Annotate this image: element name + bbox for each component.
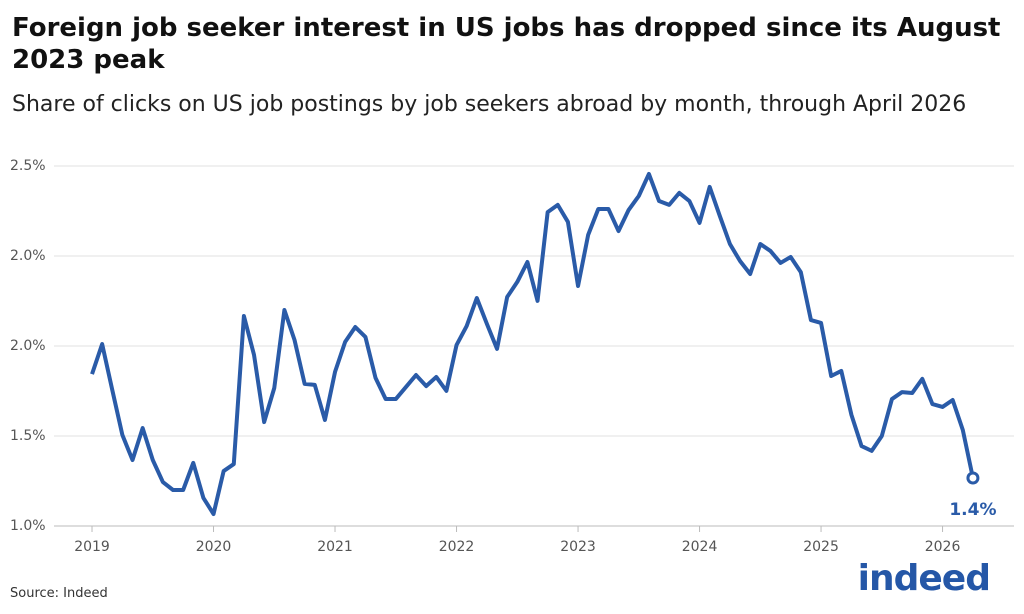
- chart-title: Foreign job seeker interest in US jobs h…: [12, 13, 1001, 75]
- y-tick-label: 1.5%: [10, 428, 46, 444]
- source: Source: Indeed: [10, 586, 108, 601]
- x-tick-label: 2019: [74, 539, 110, 555]
- x-tick-label: 2020: [196, 539, 232, 555]
- x-tick-label: 2022: [439, 539, 475, 555]
- end-point: [966, 471, 980, 485]
- chart-subtitle: Share of clicks on US job postings by jo…: [12, 92, 967, 117]
- x-tick-label: 2023: [560, 539, 596, 555]
- end-label: 1.4%: [949, 500, 996, 520]
- series-line: [90, 171, 975, 516]
- x-tick-label: 2024: [682, 539, 718, 555]
- x-tick-label: 2021: [317, 539, 353, 555]
- y-tick-label: 2.5%: [10, 158, 46, 174]
- y-tick-label: 1.0%: [10, 518, 46, 534]
- logo: indeed: [857, 558, 991, 599]
- y-tick-label: 2.0%: [10, 248, 46, 264]
- y-tick-label: 2.0%: [10, 338, 46, 354]
- x-tick-label: 2026: [925, 539, 961, 555]
- x-tick-label: 2025: [803, 539, 839, 555]
